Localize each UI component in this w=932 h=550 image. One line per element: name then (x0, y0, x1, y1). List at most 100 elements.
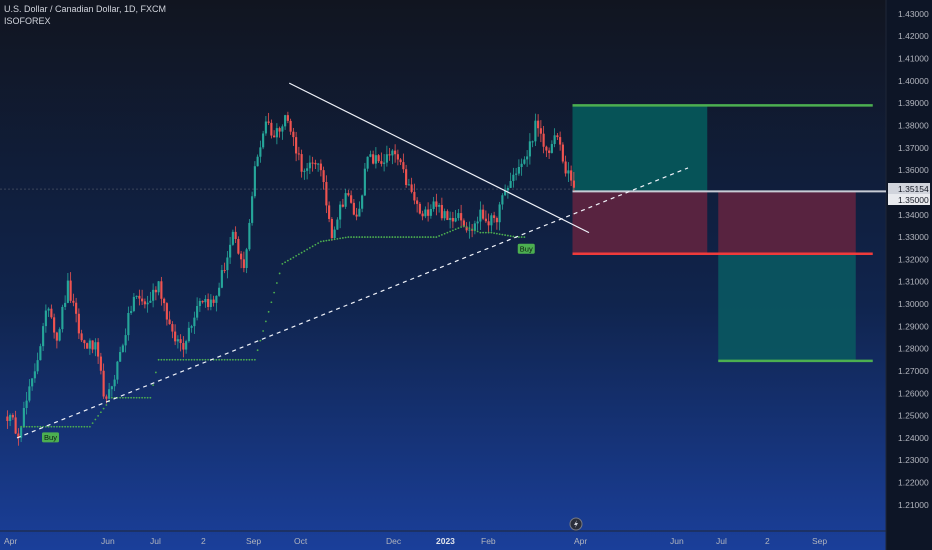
stop-dot (402, 236, 405, 238)
time-tick: Jun (670, 536, 684, 546)
candle-down (418, 203, 421, 214)
candle-up (193, 317, 196, 327)
stop-dot (383, 236, 386, 238)
price-tick: 1.39000 (898, 98, 929, 108)
stop-dot (446, 231, 449, 234)
stop-dot (495, 232, 498, 235)
long-stop-zone[interactable] (572, 191, 708, 254)
candle-down (350, 195, 353, 203)
stop-dot (275, 282, 278, 284)
price-tick: 1.41000 (898, 54, 929, 64)
candle-down (416, 200, 419, 204)
candle-down (427, 209, 430, 216)
stop-dot (152, 384, 155, 386)
stop-dot (264, 320, 267, 323)
level-price-text: 1.35000 (898, 195, 929, 205)
candle-down (402, 162, 405, 170)
candle-down (278, 128, 281, 132)
candle-down (300, 154, 303, 172)
candle-down (69, 280, 72, 301)
candle-up (119, 351, 122, 362)
stop-dot (391, 236, 394, 238)
candle-up (369, 154, 372, 157)
price-tick: 1.40000 (898, 76, 929, 86)
candle-up (64, 302, 67, 307)
candle-down (347, 193, 350, 196)
buy-signal-label[interactable] (517, 243, 535, 254)
candle-down (270, 122, 273, 136)
candle-up (196, 306, 199, 318)
candle-up (127, 312, 130, 336)
stop-dot (198, 358, 201, 361)
candle-down (182, 343, 185, 350)
candle-up (33, 371, 36, 379)
price-tick: 1.25000 (898, 411, 929, 421)
long-target-zone[interactable] (572, 105, 708, 192)
stop-dot (482, 231, 485, 234)
candle-down (102, 370, 105, 397)
price-tick: 1.34000 (898, 210, 929, 220)
stop-dot (39, 425, 42, 428)
stop-dot (157, 358, 160, 361)
stop-dot (311, 245, 314, 248)
stop-dot (286, 259, 289, 262)
resistance-trendline[interactable] (288, 82, 590, 234)
candle-down (484, 218, 487, 222)
stop-dot (325, 239, 328, 242)
candle-up (94, 342, 97, 350)
stop-dot (176, 358, 179, 361)
stop-dot (25, 425, 28, 428)
buy-signal-label[interactable] (42, 432, 59, 443)
stop-dot (465, 226, 468, 228)
candle-up (336, 219, 339, 230)
stop-dot (259, 339, 262, 342)
stop-dot (165, 358, 168, 361)
stop-dot (520, 236, 523, 238)
candle-down (572, 180, 575, 188)
stop-dot (372, 236, 375, 238)
candle-up (47, 308, 50, 311)
candle-up (490, 215, 493, 226)
stop-dot (454, 228, 457, 231)
stop-dot (33, 425, 36, 428)
short-target-zone[interactable] (718, 253, 856, 361)
candle-up (385, 154, 388, 163)
candle-up (25, 400, 28, 409)
candle-up (149, 300, 152, 303)
stop-dot (363, 236, 366, 238)
stop-dot (295, 254, 298, 257)
candle-down (341, 204, 344, 207)
support-trendline[interactable] (16, 167, 689, 439)
stop-dot (374, 236, 377, 238)
candle-up (66, 280, 69, 303)
stop-dot (31, 425, 34, 428)
stop-dot (36, 425, 39, 428)
candle-up (512, 174, 515, 182)
stop-dot (168, 358, 171, 361)
candle-up (185, 341, 188, 350)
replay-icon[interactable] (569, 517, 583, 531)
stop-dot (410, 236, 413, 238)
candle-down (328, 205, 331, 219)
stop-dot (143, 396, 146, 399)
stop-dot (262, 330, 265, 332)
candle-down (212, 299, 215, 303)
candle-down (311, 162, 314, 164)
stop-dot (226, 358, 229, 361)
stop-dot (451, 229, 454, 232)
candle-up (284, 115, 287, 127)
stop-dot (523, 236, 526, 238)
stop-dot (141, 396, 144, 399)
candle-down (564, 161, 567, 174)
stop-dot (418, 236, 421, 238)
stop-dot (121, 396, 124, 399)
candle-up (248, 222, 251, 250)
stop-dot (473, 229, 476, 232)
candle-down (237, 239, 240, 254)
candle-down (352, 202, 355, 215)
short-stop-zone[interactable] (718, 191, 856, 254)
stop-dot (223, 358, 226, 361)
candle-up (303, 170, 306, 172)
candle-down (171, 324, 174, 332)
